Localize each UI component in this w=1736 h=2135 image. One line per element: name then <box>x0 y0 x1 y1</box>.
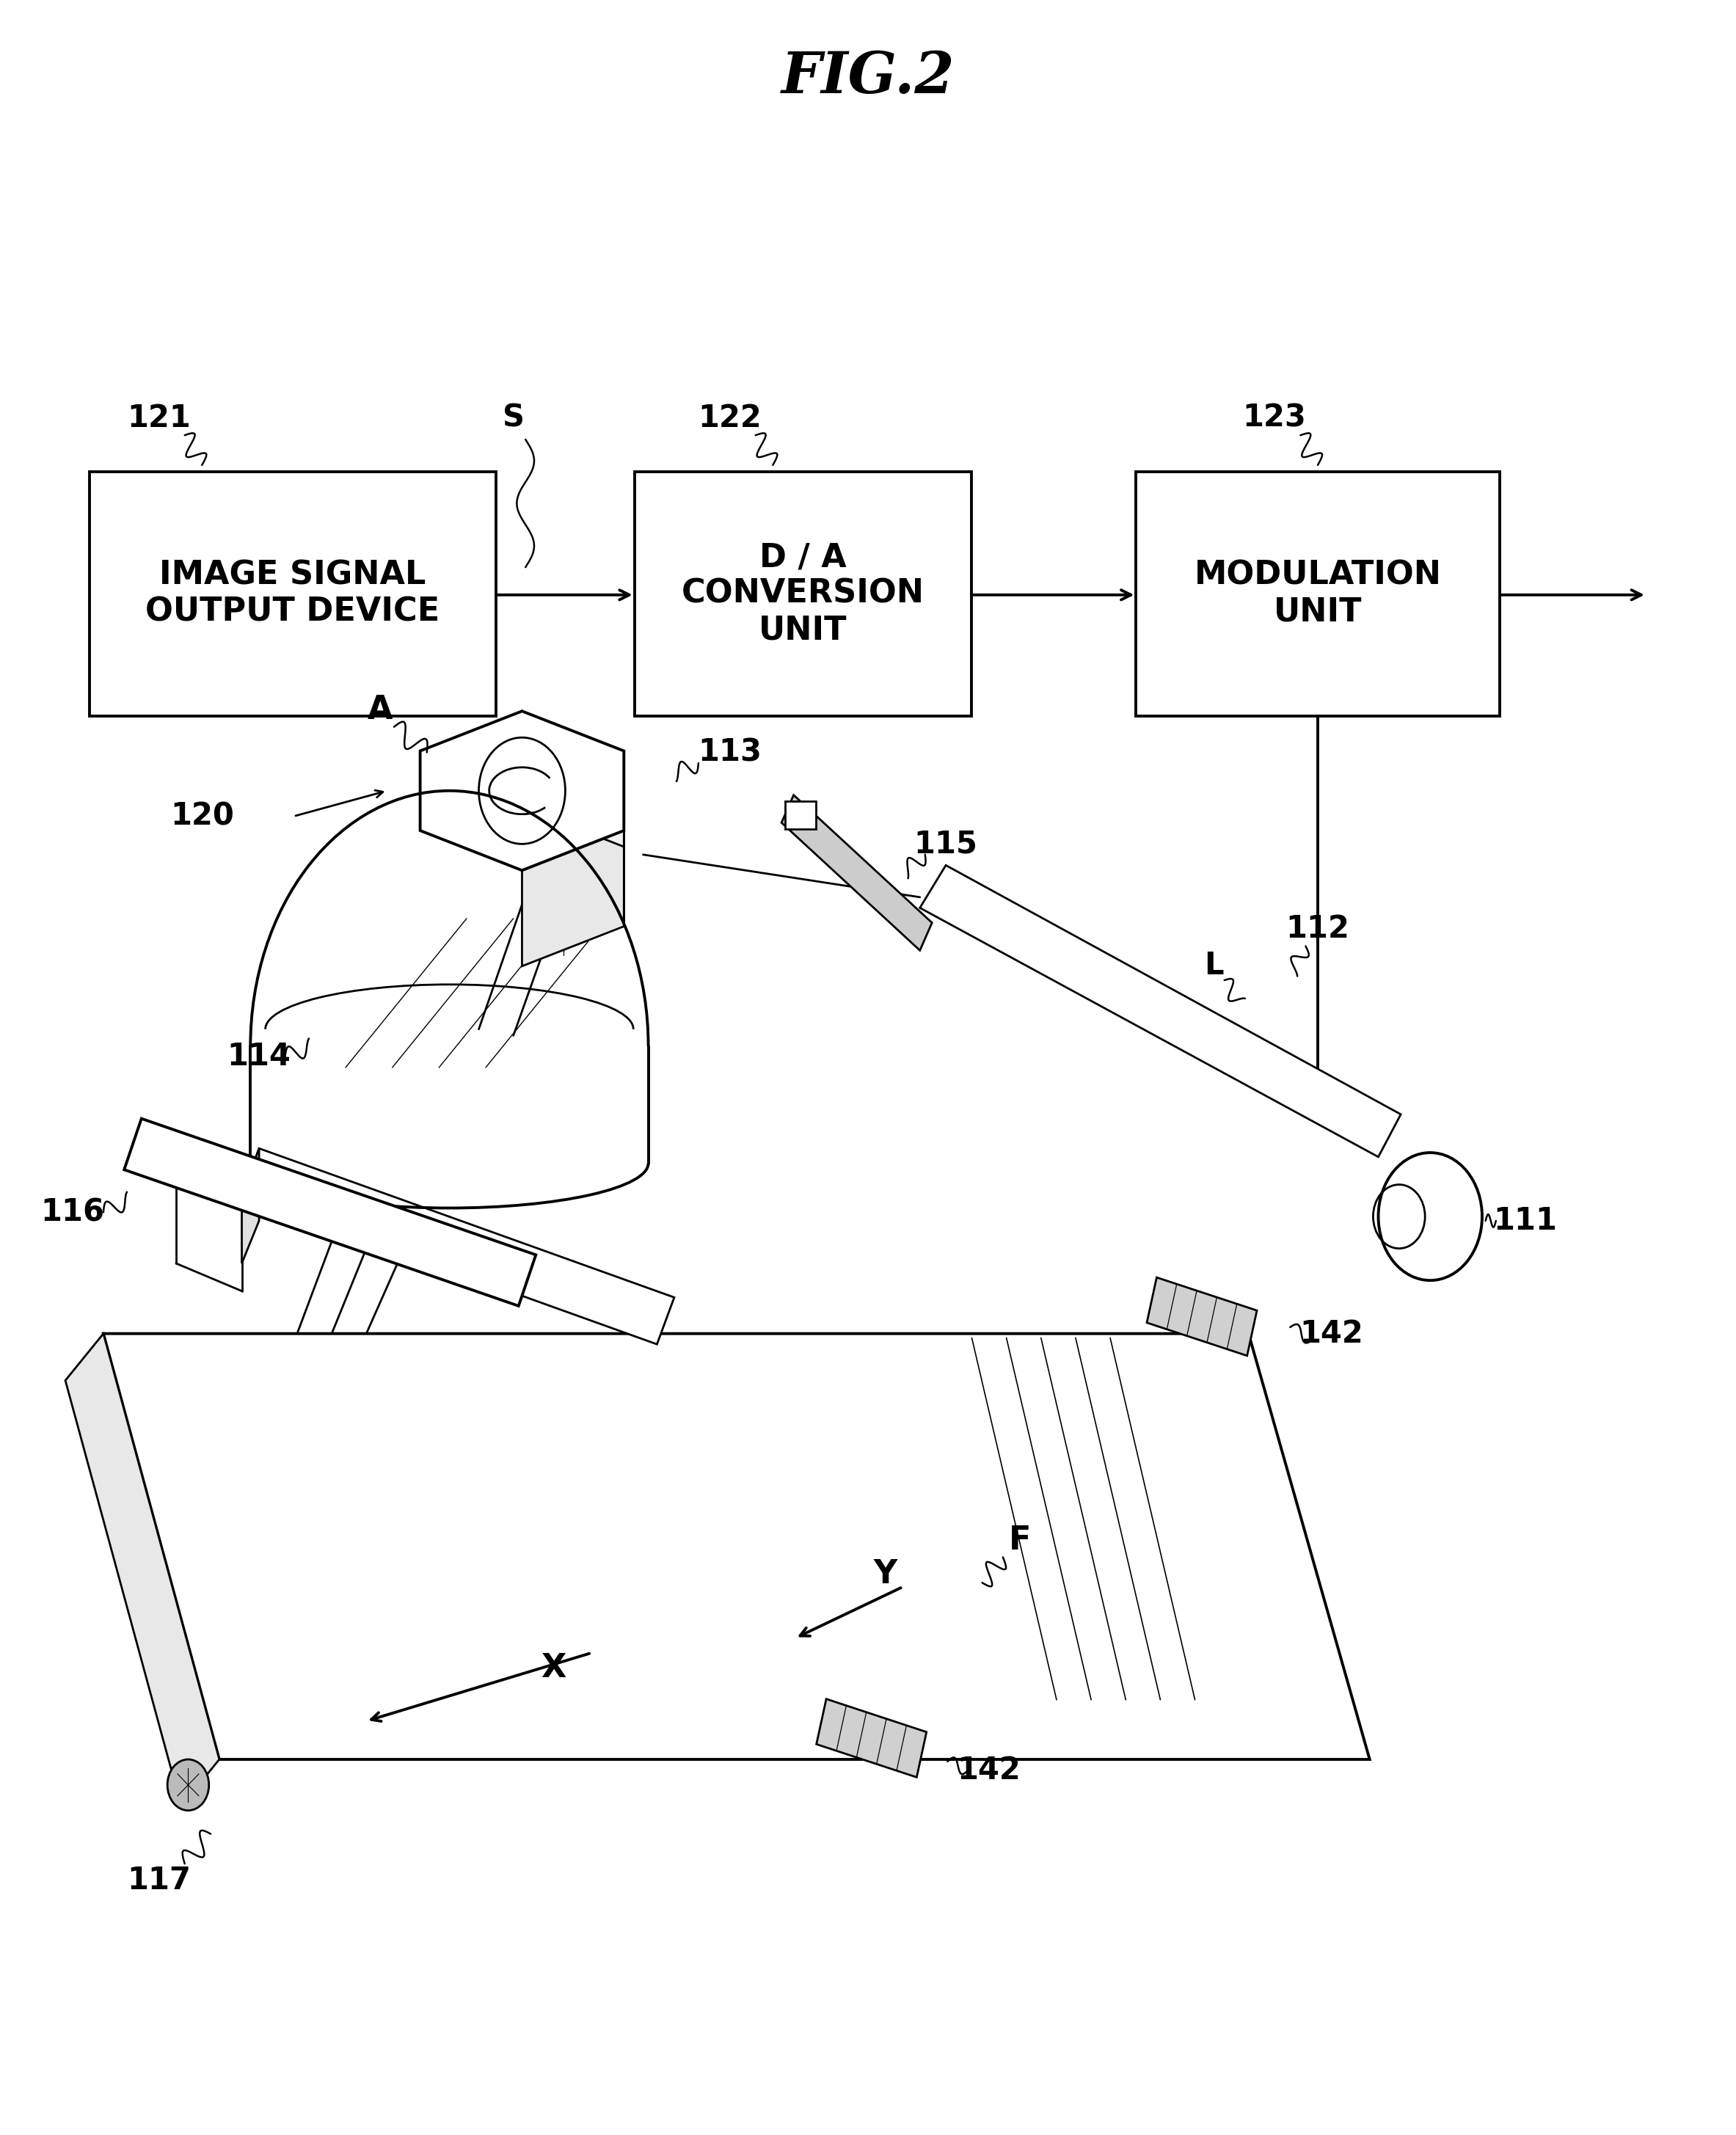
Text: 111: 111 <box>1493 1206 1557 1236</box>
Polygon shape <box>104 1334 1370 1759</box>
Polygon shape <box>241 1149 674 1345</box>
Polygon shape <box>66 1334 219 1806</box>
Polygon shape <box>420 711 623 871</box>
Polygon shape <box>816 1699 927 1776</box>
Text: 120: 120 <box>170 801 234 833</box>
Text: 142: 142 <box>957 1755 1021 1785</box>
Polygon shape <box>781 794 932 950</box>
Text: 117: 117 <box>127 1866 191 1896</box>
Text: 114: 114 <box>227 1042 292 1072</box>
Bar <box>634 472 972 715</box>
Text: 142: 142 <box>1300 1317 1363 1349</box>
Circle shape <box>167 1759 208 1810</box>
Polygon shape <box>920 865 1401 1157</box>
Text: S: S <box>502 404 524 433</box>
Polygon shape <box>785 801 816 828</box>
Text: 116: 116 <box>40 1198 104 1228</box>
Polygon shape <box>241 1149 259 1264</box>
Text: FIG.2: FIG.2 <box>781 49 955 105</box>
Text: 121: 121 <box>127 404 191 433</box>
Text: MODULATION
UNIT: MODULATION UNIT <box>1194 559 1441 628</box>
Text: 113: 113 <box>698 737 762 769</box>
Text: 112: 112 <box>1286 914 1349 944</box>
Polygon shape <box>125 1119 536 1307</box>
Text: Y: Y <box>873 1559 898 1591</box>
Bar <box>1135 472 1500 715</box>
Text: 115: 115 <box>913 828 977 860</box>
Text: 123: 123 <box>1243 404 1307 433</box>
Text: X: X <box>540 1652 566 1685</box>
Text: 122: 122 <box>698 404 762 433</box>
Bar <box>90 472 496 715</box>
Text: D / A
CONVERSION
UNIT: D / A CONVERSION UNIT <box>682 542 925 647</box>
Text: F: F <box>1009 1524 1031 1556</box>
Polygon shape <box>523 831 623 967</box>
Polygon shape <box>523 711 623 848</box>
Text: A: A <box>368 694 392 726</box>
Text: IMAGE SIGNAL
OUTPUT DEVICE: IMAGE SIGNAL OUTPUT DEVICE <box>146 559 439 628</box>
Text: L: L <box>1205 950 1224 980</box>
Polygon shape <box>1147 1277 1257 1356</box>
